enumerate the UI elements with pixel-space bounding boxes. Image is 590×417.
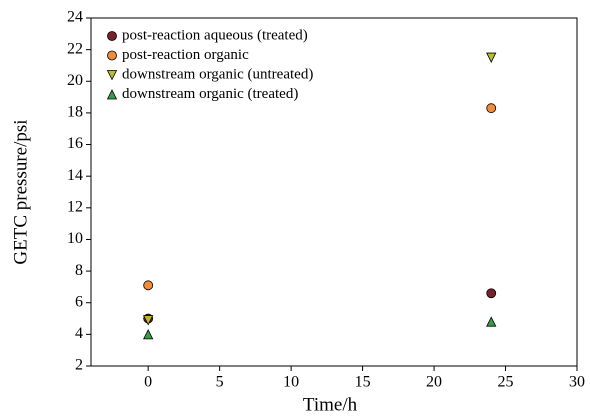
y-tick-label: 16 <box>67 135 83 152</box>
data-point <box>143 280 154 291</box>
y-tick-label: 22 <box>67 40 83 57</box>
legend-marker <box>106 70 118 81</box>
data-point <box>486 288 497 299</box>
y-axis-label: GETC pressure/psi <box>10 119 31 264</box>
legend-marker <box>107 50 117 61</box>
y-tick-label: 12 <box>67 198 83 215</box>
x-tick-label: 15 <box>355 374 371 391</box>
plot-frame <box>90 17 578 367</box>
legend-label: downstream organic (treated) <box>122 86 298 102</box>
legend-label: post-reaction organic <box>122 47 249 63</box>
data-point <box>486 316 497 327</box>
data-point <box>143 328 154 340</box>
legend-marker <box>106 89 118 100</box>
data-point <box>143 315 154 326</box>
x-tick-label: 25 <box>498 374 514 391</box>
y-tick-label: 6 <box>75 293 83 310</box>
legend-marker <box>107 31 117 41</box>
legend-label: downstream organic (untreated) <box>122 66 313 82</box>
data-point <box>486 103 497 114</box>
x-axis-label: Time/h <box>303 394 358 415</box>
x-tick-label: 0 <box>144 374 152 391</box>
x-tick-label: 20 <box>426 374 442 391</box>
y-tick-label: 18 <box>67 104 83 121</box>
y-tick-label: 14 <box>67 167 83 184</box>
y-tick-label: 20 <box>67 72 83 89</box>
legend-label: post-reaction aqueous (treated) <box>122 27 308 43</box>
x-tick-label: 5 <box>216 374 224 391</box>
y-tick-label: 8 <box>75 262 83 279</box>
x-tick-label: 10 <box>283 374 299 391</box>
data-point <box>486 52 497 63</box>
y-tick-label: 24 <box>67 9 83 26</box>
x-tick-label: 30 <box>569 374 585 391</box>
y-tick-label: 2 <box>75 357 83 374</box>
y-tick-label: 10 <box>67 230 83 247</box>
y-tick-label: 4 <box>75 325 83 342</box>
